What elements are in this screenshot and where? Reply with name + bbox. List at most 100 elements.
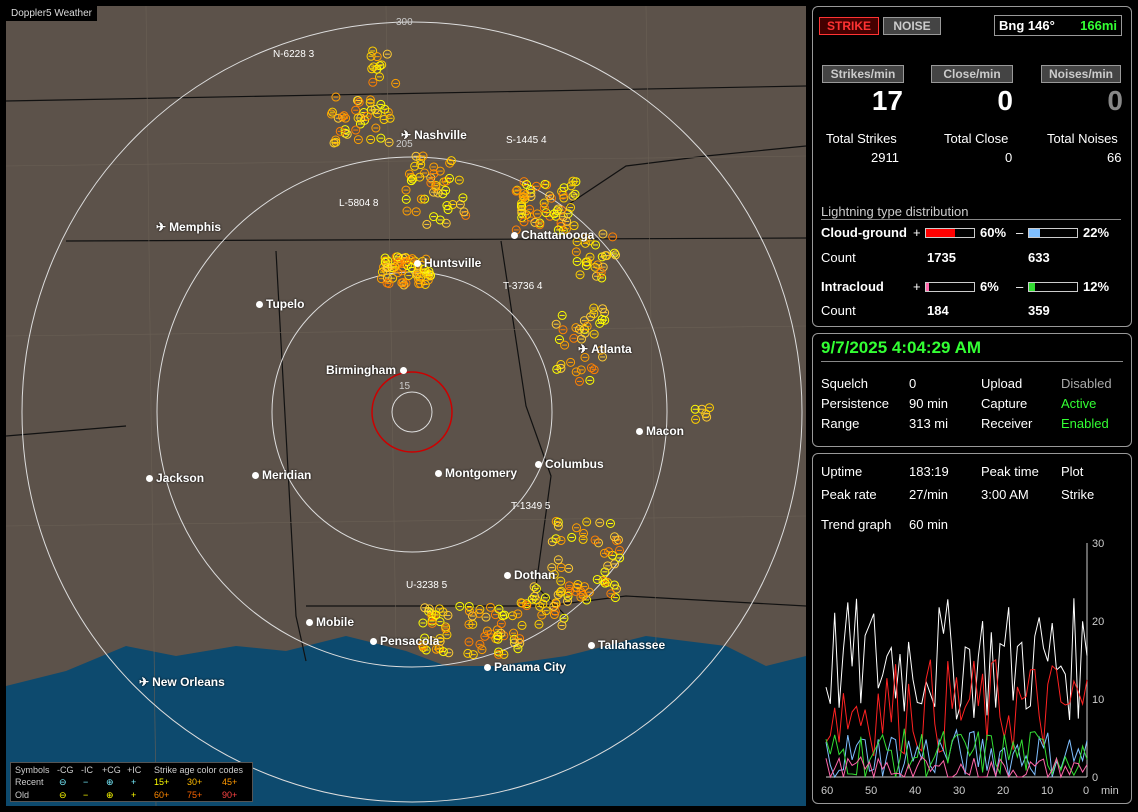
strike-marker xyxy=(589,365,599,375)
strike-marker xyxy=(481,612,491,622)
total-strikes-value: 2911 xyxy=(871,150,899,165)
strike-marker xyxy=(424,266,434,276)
strike-marker xyxy=(531,181,541,191)
strike-marker xyxy=(584,587,594,597)
strike-marker xyxy=(589,303,599,313)
strike-marker xyxy=(568,191,578,201)
x-tick: 60 xyxy=(821,785,833,797)
strike-marker xyxy=(551,319,561,329)
strike-marker xyxy=(416,194,426,204)
strike-marker xyxy=(402,260,412,270)
strike-marker xyxy=(463,648,473,658)
receiver-label: Receiver xyxy=(981,416,1033,431)
strike-marker xyxy=(571,247,581,257)
strike-marker xyxy=(423,275,433,285)
strike-marker xyxy=(376,274,386,284)
strike-marker xyxy=(383,262,393,272)
strike-marker xyxy=(560,340,570,350)
strike-marker xyxy=(515,638,525,648)
strike-marker xyxy=(384,137,394,147)
strike-marker xyxy=(609,580,619,590)
strike-marker xyxy=(421,254,431,264)
strike-marker xyxy=(571,367,581,377)
storm-track[interactable]: L-5804 8 xyxy=(339,198,379,209)
strike-marker xyxy=(606,589,616,599)
strike-marker xyxy=(604,547,614,557)
strike-marker xyxy=(581,261,591,271)
strike-marker xyxy=(611,250,621,260)
storm-track[interactable]: T-1349 5 xyxy=(511,501,551,512)
strike-marker xyxy=(477,645,487,655)
noise-button[interactable]: NOISE xyxy=(883,17,941,35)
city-montgomery: Montgomery xyxy=(435,466,517,480)
strike-marker xyxy=(608,232,618,242)
storm-track[interactable]: T-3736 4 xyxy=(503,281,543,292)
strike-marker xyxy=(337,112,347,122)
strike-marker xyxy=(702,412,712,422)
strike-marker xyxy=(535,601,545,611)
strike-marker xyxy=(431,610,441,620)
city-new-orleans: ✈ New Orleans xyxy=(139,675,225,689)
storm-track[interactable]: S-1445 4 xyxy=(506,135,547,146)
distribution-title: Lightning type distribution xyxy=(821,204,1121,220)
strike-marker xyxy=(610,532,620,542)
strike-marker xyxy=(415,172,425,182)
city-pensacola: Pensacola xyxy=(370,634,439,648)
strike-marker xyxy=(331,92,341,102)
strike-marker xyxy=(545,191,555,201)
city-dot-icon xyxy=(504,572,511,580)
strike-marker xyxy=(704,403,714,413)
strike-marker xyxy=(532,209,542,219)
strike-marker xyxy=(598,304,608,314)
strike-marker xyxy=(585,375,595,385)
strike-marker xyxy=(370,104,380,114)
ring-label-300: 300 xyxy=(396,17,413,28)
ring-label-15: 15 xyxy=(399,381,411,392)
recent-pos-cg-icon: ⊕ xyxy=(106,777,114,787)
strike-marker xyxy=(406,176,416,186)
peak-time-value: 3:00 AM xyxy=(981,487,1029,502)
strike-marker xyxy=(379,115,389,125)
strike-marker xyxy=(393,268,403,278)
ic-negative-count: 359 xyxy=(1028,303,1050,318)
plot-value[interactable]: Strike xyxy=(1061,487,1095,502)
strike-marker xyxy=(371,123,381,133)
strike-marker xyxy=(511,186,521,196)
uptime-label: Uptime xyxy=(821,464,863,479)
strike-marker xyxy=(509,628,519,638)
strike-marker xyxy=(382,49,392,59)
storm-track[interactable]: N-6228 3 xyxy=(273,49,315,60)
persistence-label: Persistence xyxy=(821,396,889,411)
strike-marker xyxy=(539,203,549,213)
storm-track[interactable]: U-3238 5 xyxy=(406,580,448,591)
noises-per-min-label: Noises/min xyxy=(1041,65,1121,83)
strike-marker xyxy=(551,534,561,544)
strike-marker xyxy=(519,217,529,227)
trend-series-line xyxy=(825,728,1088,778)
airport-icon: ✈ xyxy=(156,220,167,234)
strike-marker xyxy=(552,206,562,216)
strike-marker xyxy=(426,178,436,188)
strike-marker xyxy=(595,518,605,528)
close-per-min-label: Close/min xyxy=(931,65,1013,83)
strike-marker xyxy=(382,273,392,283)
strike-marker xyxy=(429,212,439,222)
strike-marker xyxy=(569,221,579,231)
city-dothan: Dothan xyxy=(504,568,555,582)
symbol-legend: Symbols -CG -IC +CG +IC Strike age color… xyxy=(10,762,253,802)
strike-marker xyxy=(411,207,421,217)
strike-marker xyxy=(553,225,563,235)
lightning-map[interactable]: Doppler5 Weather 300 205 15 ✈ Nashville ✈… xyxy=(6,6,806,806)
squelch-value: 0 xyxy=(909,376,917,391)
strike-marker xyxy=(527,594,537,604)
strike-marker xyxy=(443,205,453,215)
strike-marker xyxy=(446,156,456,166)
trend-series-line xyxy=(825,728,1088,779)
strike-marker xyxy=(372,52,382,62)
strike-marker xyxy=(416,272,426,282)
city-atlanta: ✈ Atlanta xyxy=(578,342,632,356)
uptime-value: 183:19 xyxy=(909,464,949,479)
strike-marker xyxy=(429,169,439,179)
strike-button[interactable]: STRIKE xyxy=(819,17,879,35)
city-panama-city: Panama City xyxy=(484,660,566,674)
